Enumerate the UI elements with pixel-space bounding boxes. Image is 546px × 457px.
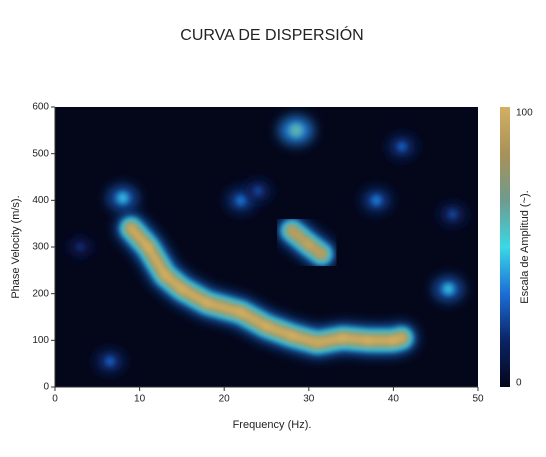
curve-point [262, 322, 271, 331]
colorbar [500, 107, 510, 387]
x-tick-label: 30 [303, 394, 315, 405]
y-axis-label: Phase Velocity (m/s). [10, 195, 22, 298]
spot [116, 192, 129, 204]
spot [371, 195, 382, 206]
y-tick-label: 600 [32, 102, 49, 113]
curve-point [177, 285, 186, 293]
curve-point [127, 224, 136, 233]
curve-point [287, 331, 296, 340]
y-tick-label: 0 [43, 382, 49, 393]
curve-point [364, 336, 373, 345]
y-tick-label: 100 [32, 335, 49, 346]
curve-point [287, 226, 296, 235]
y-tick-label: 300 [32, 242, 49, 253]
x-axis-label: Frequency (Hz). [233, 419, 312, 431]
colorbar-label: Escala de Amplitud (~). [519, 190, 531, 303]
spot [105, 356, 115, 367]
x-tick-label: 20 [219, 394, 231, 405]
x-tick-label: 10 [134, 394, 146, 405]
spot [76, 242, 85, 252]
curve-point [338, 334, 347, 342]
curve-point [144, 243, 153, 251]
spot [397, 141, 407, 152]
x-tick-label: 50 [472, 394, 484, 405]
curve-point [389, 336, 398, 345]
curve-point [203, 299, 212, 307]
y-tick-label: 500 [32, 148, 49, 159]
spot [289, 123, 303, 137]
spot [236, 195, 247, 206]
spot [448, 209, 458, 219]
y-tick-label: 400 [32, 195, 49, 206]
spot [253, 186, 263, 196]
curve-point [317, 250, 326, 258]
x-tick-label: 40 [388, 394, 400, 405]
colorbar-tick-label: 0 [516, 378, 522, 389]
curve-point [160, 271, 169, 279]
y-tick-label: 200 [32, 288, 49, 299]
x-tick-label: 0 [52, 394, 58, 405]
chart-title: CURVA DE DISPERSIÓN [180, 25, 363, 44]
heatmap [68, 116, 466, 373]
colorbar-tick-label: 100 [516, 108, 533, 119]
curve-point [313, 338, 322, 347]
curve-point [304, 240, 313, 249]
spot [442, 283, 455, 295]
curve-point [397, 334, 406, 342]
curve-point [237, 308, 246, 317]
